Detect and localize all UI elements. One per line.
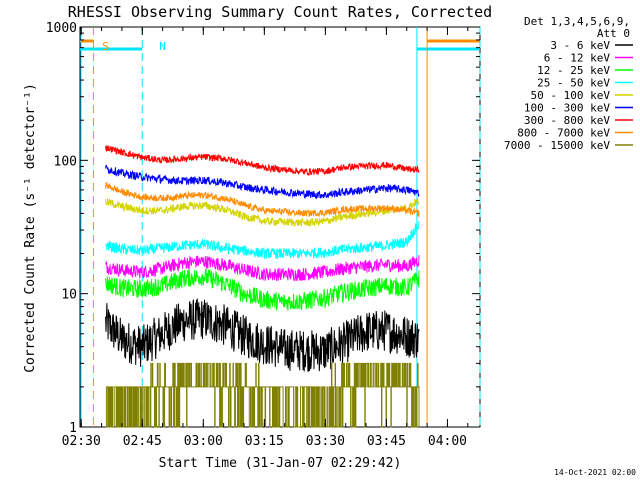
legend-entry-label: 800 - 7000 keV — [517, 127, 610, 140]
series-line — [105, 298, 420, 372]
series-line — [105, 362, 420, 428]
y-tick-label: 1 — [69, 421, 77, 436]
y-axis-label: Corrected Count Rate (s⁻¹ detector⁻¹) — [23, 83, 38, 373]
x-tick-label: 03:00 — [184, 434, 223, 449]
legend-entry-label: 300 - 800 keV — [524, 114, 610, 127]
series-line — [105, 164, 420, 200]
legend-entry-label: 100 - 300 keV — [524, 102, 610, 115]
legend-entry-label: 50 - 100 keV — [531, 89, 611, 102]
legend-entry-label: 7000 - 15000 keV — [504, 139, 610, 152]
series-line — [105, 197, 420, 228]
x-tick-label: 02:30 — [62, 434, 101, 449]
series-line — [105, 255, 420, 282]
y-tick-label: 100 — [54, 154, 77, 169]
footer-timestamp: 14-Oct-2021 02:00 — [554, 468, 636, 477]
legend-entry-label: 12 - 25 keV — [537, 64, 610, 77]
series-line — [105, 268, 420, 311]
legend-header: Att 0 — [597, 27, 630, 40]
y-tick-label: 1000 — [46, 21, 77, 36]
x-tick-label: 04:00 — [428, 434, 467, 449]
plot-frame — [79, 26, 481, 428]
legend-entry-label: 25 - 50 keV — [537, 77, 610, 90]
series-line — [105, 220, 420, 260]
series-layer — [105, 145, 420, 428]
axes: 02:30 02:45 03:00 03:15 03:30 03:45 04:00 1 10 10… — [46, 21, 480, 449]
x-tick-label: 03:45 — [367, 434, 406, 449]
series-line — [105, 181, 420, 218]
x-tick-label: 02:45 — [123, 434, 162, 449]
series-line — [105, 145, 420, 177]
annotation-s: S — [102, 40, 109, 53]
y-tick-label: 10 — [61, 288, 77, 303]
chart-title: RHESSI Observing Summary Count Rates, Co… — [68, 3, 492, 21]
legend-entry-label: 3 - 6 keV — [550, 39, 610, 52]
x-tick-label: 03:15 — [245, 434, 284, 449]
legend-entry-label: 6 - 12 keV — [544, 52, 611, 65]
annotation-n: N — [159, 40, 166, 53]
x-tick-label: 03:30 — [306, 434, 345, 449]
legend-header: Det 1,3,4,5,6,9, — [524, 15, 630, 28]
x-axis-label: Start Time (31-Jan-07 02:29:42) — [159, 456, 402, 471]
